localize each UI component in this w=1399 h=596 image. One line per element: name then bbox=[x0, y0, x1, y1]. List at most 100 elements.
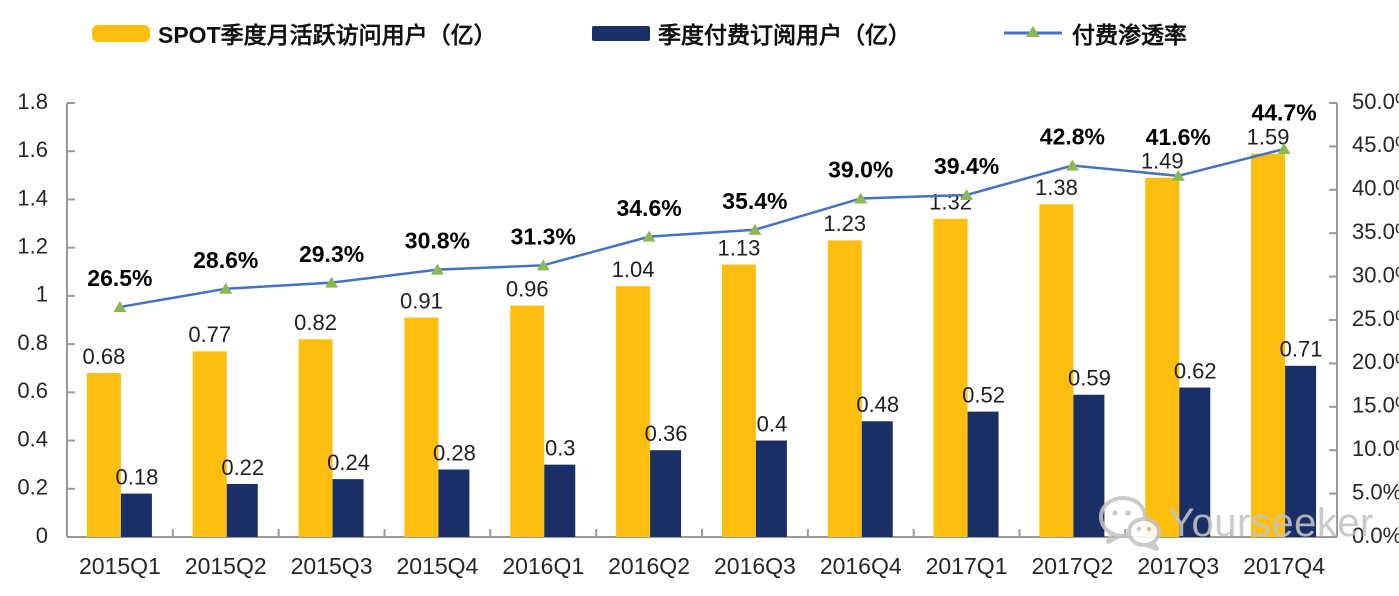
mau-bar bbox=[827, 240, 862, 537]
subs-value-label: 0.36 bbox=[645, 421, 688, 446]
x-axis-label: 2016Q3 bbox=[714, 553, 796, 579]
x-axis-label: 2017Q1 bbox=[926, 553, 1008, 579]
legend-item-subs: 季度付费订阅用户（亿） bbox=[592, 16, 911, 50]
penetration-value-label: 29.3% bbox=[299, 241, 364, 267]
penetration-legend-line-icon bbox=[1004, 26, 1062, 37]
left-axis-tick-label: 1.8 bbox=[17, 89, 48, 114]
mau-legend-label: SPOT季度月活跃访问用户（亿） bbox=[158, 22, 497, 48]
penetration-value-label: 31.3% bbox=[511, 223, 576, 249]
subs-value-label: 0.4 bbox=[757, 411, 788, 436]
subs-bar bbox=[332, 479, 364, 537]
penetration-marker bbox=[854, 192, 868, 204]
subs-bar bbox=[861, 421, 893, 537]
penetration-marker bbox=[1277, 143, 1291, 155]
subs-bar bbox=[1179, 387, 1211, 537]
penetration-value-label: 44.7% bbox=[1251, 100, 1316, 126]
left-axis-tick-label: 1 bbox=[36, 282, 48, 307]
x-axis-label: 2015Q1 bbox=[79, 553, 161, 579]
mau-value-label: 1.59 bbox=[1247, 124, 1290, 149]
right-axis-tick-label: 40.0% bbox=[1352, 176, 1399, 201]
subs-value-label: 0.22 bbox=[221, 455, 264, 480]
right-axis-tick-label: 45.0% bbox=[1352, 132, 1399, 157]
right-axis-tick-label: 25.0% bbox=[1352, 306, 1399, 331]
penetration-marker bbox=[642, 230, 656, 242]
left-axis-tick-label: 1.6 bbox=[17, 137, 48, 162]
penetration-legend-label: 付费渗透率 bbox=[1072, 22, 1187, 48]
subs-value-label: 0.62 bbox=[1174, 358, 1217, 383]
subs-bar bbox=[120, 493, 152, 537]
legend-item-penetration: 付费渗透率 bbox=[1002, 16, 1187, 50]
mau-value-label: 1.13 bbox=[718, 235, 761, 260]
subs-bar bbox=[544, 464, 576, 537]
penetration-value-label: 35.4% bbox=[722, 188, 787, 214]
x-axis-label: 2017Q4 bbox=[1243, 553, 1325, 579]
subs-value-label: 0.59 bbox=[1068, 366, 1111, 391]
right-axis-tick-label: 0.0% bbox=[1352, 523, 1399, 548]
mau-bar bbox=[510, 305, 545, 537]
subs-bar bbox=[650, 450, 682, 537]
subs-bar bbox=[438, 469, 470, 537]
penetration-value-label: 42.8% bbox=[1040, 124, 1105, 150]
subs-value-label: 0.71 bbox=[1280, 337, 1323, 362]
x-axis-label: 2016Q1 bbox=[502, 553, 584, 579]
left-axis-tick-label: 0.4 bbox=[17, 426, 48, 451]
penetration-marker bbox=[113, 300, 127, 312]
mau-value-label: 0.96 bbox=[506, 276, 549, 301]
subs-value-label: 0.24 bbox=[327, 450, 370, 475]
mau-bar bbox=[933, 218, 968, 537]
right-axis-tick-label: 35.0% bbox=[1352, 219, 1399, 244]
x-axis-label: 2017Q2 bbox=[1031, 553, 1113, 579]
right-axis-tick-label: 15.0% bbox=[1352, 393, 1399, 418]
mau-bar bbox=[86, 373, 121, 537]
left-axis-tick-label: 1.2 bbox=[17, 233, 48, 258]
subs-bar bbox=[1073, 394, 1105, 537]
penetration-value-label: 41.6% bbox=[1146, 124, 1211, 150]
subs-legend-swatch bbox=[592, 25, 650, 41]
legend-item-mau: SPOT季度月活跃访问用户（亿） bbox=[92, 16, 497, 50]
subs-value-label: 0.3 bbox=[545, 435, 576, 460]
mau-value-label: 0.91 bbox=[400, 288, 443, 313]
mau-value-label: 1.49 bbox=[1141, 149, 1184, 174]
left-axis-tick-label: 0.2 bbox=[17, 475, 48, 500]
subs-bar bbox=[755, 440, 787, 537]
penetration-value-label: 34.6% bbox=[616, 195, 681, 221]
mau-bar bbox=[1039, 204, 1074, 537]
mau-bar bbox=[298, 339, 333, 537]
penetration-value-label: 39.4% bbox=[934, 153, 999, 179]
subs-value-label: 0.52 bbox=[962, 382, 1005, 407]
mau-value-label: 0.68 bbox=[83, 344, 126, 369]
x-axis-label: 2016Q2 bbox=[608, 553, 690, 579]
penetration-marker bbox=[219, 282, 233, 294]
x-axis-label: 2015Q3 bbox=[291, 553, 373, 579]
penetration-marker bbox=[325, 276, 339, 288]
penetration-line bbox=[119, 147, 1285, 309]
penetration-marker bbox=[1171, 169, 1185, 181]
left-axis-tick-label: 1.4 bbox=[17, 185, 48, 210]
subs-value-label: 0.28 bbox=[433, 440, 476, 465]
mau-bar bbox=[404, 317, 439, 537]
x-axis-label: 2015Q2 bbox=[185, 553, 267, 579]
mau-value-label: 0.77 bbox=[188, 322, 231, 347]
right-axis-tick-label: 20.0% bbox=[1352, 349, 1399, 374]
mau-bar bbox=[1145, 177, 1180, 537]
penetration-marker bbox=[960, 189, 974, 201]
penetration-marker bbox=[1065, 159, 1079, 171]
penetration-value-label: 30.8% bbox=[405, 228, 470, 254]
penetration-marker bbox=[430, 263, 444, 275]
mau-bar bbox=[1251, 153, 1286, 537]
mau-value-label: 1.23 bbox=[823, 211, 866, 236]
mau-legend-swatch bbox=[92, 24, 150, 42]
x-axis-label: 2015Q4 bbox=[396, 553, 478, 579]
right-axis-tick-label: 50.0% bbox=[1352, 89, 1399, 114]
mau-value-label: 0.82 bbox=[294, 310, 337, 335]
mau-value-label: 1.04 bbox=[612, 257, 655, 282]
right-axis-tick-label: 5.0% bbox=[1352, 479, 1399, 504]
penetration-value-label: 28.6% bbox=[193, 247, 258, 273]
right-axis-tick-label: 10.0% bbox=[1352, 436, 1399, 461]
subs-value-label: 0.48 bbox=[856, 392, 899, 417]
subs-bar bbox=[226, 483, 258, 537]
subs-legend-label: 季度付费订阅用户（亿） bbox=[658, 22, 911, 48]
penetration-marker bbox=[748, 223, 762, 235]
